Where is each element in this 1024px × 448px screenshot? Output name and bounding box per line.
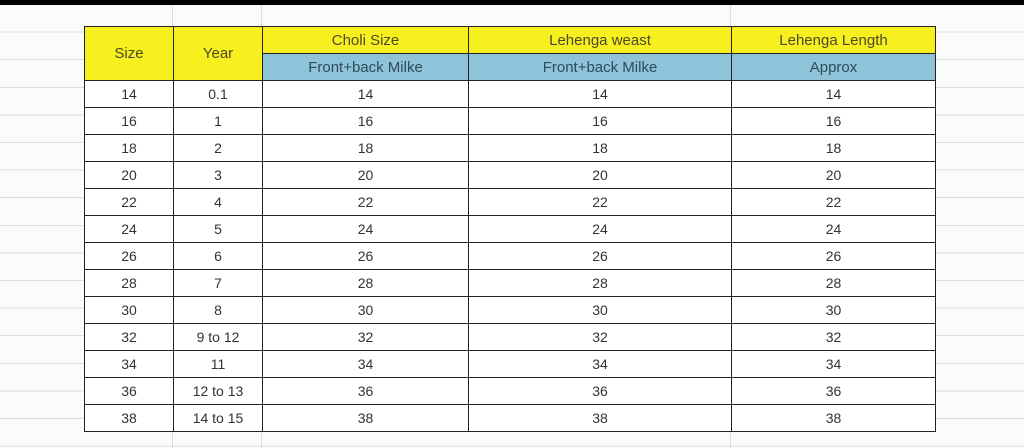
cell-waist: 14 (468, 80, 732, 108)
cell-length: 24 (731, 215, 936, 243)
cell-waist: 24 (468, 215, 732, 243)
cell-choli: 14 (262, 80, 469, 108)
cell-year: 7 (173, 269, 263, 297)
cell-choli: 28 (262, 269, 469, 297)
cell-length: 14 (731, 80, 936, 108)
cell-choli: 16 (262, 107, 469, 135)
table-row: 26 6 26 26 26 (84, 242, 936, 270)
cell-waist: 32 (468, 323, 732, 351)
cell-year: 4 (173, 188, 263, 216)
cell-year: 12 to 13 (173, 377, 263, 405)
cell-size: 24 (84, 215, 174, 243)
header-choli-size: Choli Size (262, 26, 469, 54)
cell-year: 8 (173, 296, 263, 324)
cell-waist: 26 (468, 242, 732, 270)
cell-waist: 28 (468, 269, 732, 297)
table-row: 18 2 18 18 18 (84, 134, 936, 162)
cell-choli: 38 (262, 404, 469, 432)
cell-year: 11 (173, 350, 263, 378)
table-row: 28 7 28 28 28 (84, 269, 936, 297)
size-chart-table: Size Year Choli Size Lehenga weast Lehen… (84, 26, 936, 432)
table-row: 16 1 16 16 16 (84, 107, 936, 135)
cell-waist: 18 (468, 134, 732, 162)
cell-size: 16 (84, 107, 174, 135)
cell-length: 18 (731, 134, 936, 162)
cell-size: 36 (84, 377, 174, 405)
cell-waist: 20 (468, 161, 732, 189)
cell-year: 3 (173, 161, 263, 189)
table-row: 38 14 to 15 38 38 38 (84, 404, 936, 432)
cell-choli: 22 (262, 188, 469, 216)
cell-length: 28 (731, 269, 936, 297)
cell-choli: 32 (262, 323, 469, 351)
header-lehenga-waist: Lehenga weast (468, 26, 732, 54)
cell-size: 28 (84, 269, 174, 297)
cell-length: 30 (731, 296, 936, 324)
cell-waist: 38 (468, 404, 732, 432)
cell-length: 20 (731, 161, 936, 189)
cell-choli: 34 (262, 350, 469, 378)
table-row: 36 12 to 13 36 36 36 (84, 377, 936, 405)
cell-year: 1 (173, 107, 263, 135)
cell-size: 20 (84, 161, 174, 189)
cell-waist: 22 (468, 188, 732, 216)
cell-year: 0.1 (173, 80, 263, 108)
cell-waist: 16 (468, 107, 732, 135)
cell-year: 6 (173, 242, 263, 270)
table-row: 30 8 30 30 30 (84, 296, 936, 324)
cell-choli: 30 (262, 296, 469, 324)
cell-choli: 18 (262, 134, 469, 162)
top-bar (0, 0, 1024, 5)
cell-length: 32 (731, 323, 936, 351)
cell-size: 26 (84, 242, 174, 270)
table-row: 24 5 24 24 24 (84, 215, 936, 243)
cell-size: 22 (84, 188, 174, 216)
cell-choli: 36 (262, 377, 469, 405)
cell-waist: 36 (468, 377, 732, 405)
cell-waist: 34 (468, 350, 732, 378)
subheader-waist: Front+back Milke (468, 53, 732, 81)
cell-year: 2 (173, 134, 263, 162)
cell-choli: 24 (262, 215, 469, 243)
cell-size: 14 (84, 80, 174, 108)
cell-length: 36 (731, 377, 936, 405)
cell-choli: 20 (262, 161, 469, 189)
cell-length: 38 (731, 404, 936, 432)
table-row: 14 0.1 14 14 14 (84, 80, 936, 108)
cell-length: 22 (731, 188, 936, 216)
table-row: 32 9 to 12 32 32 32 (84, 323, 936, 351)
cell-year: 9 to 12 (173, 323, 263, 351)
cell-length: 34 (731, 350, 936, 378)
cell-length: 16 (731, 107, 936, 135)
table-row: 34 11 34 34 34 (84, 350, 936, 378)
cell-size: 38 (84, 404, 174, 432)
table-row: 20 3 20 20 20 (84, 161, 936, 189)
cell-size: 32 (84, 323, 174, 351)
cell-waist: 30 (468, 296, 732, 324)
table-row: 22 4 22 22 22 (84, 188, 936, 216)
cell-size: 18 (84, 134, 174, 162)
cell-length: 26 (731, 242, 936, 270)
subheader-length: Approx (731, 53, 936, 81)
header-year: Year (173, 26, 263, 81)
cell-year: 5 (173, 215, 263, 243)
cell-choli: 26 (262, 242, 469, 270)
cell-size: 34 (84, 350, 174, 378)
cell-size: 30 (84, 296, 174, 324)
header-lehenga-length: Lehenga Length (731, 26, 936, 54)
header-size: Size (84, 26, 174, 81)
cell-year: 14 to 15 (173, 404, 263, 432)
subheader-choli: Front+back Milke (262, 53, 469, 81)
